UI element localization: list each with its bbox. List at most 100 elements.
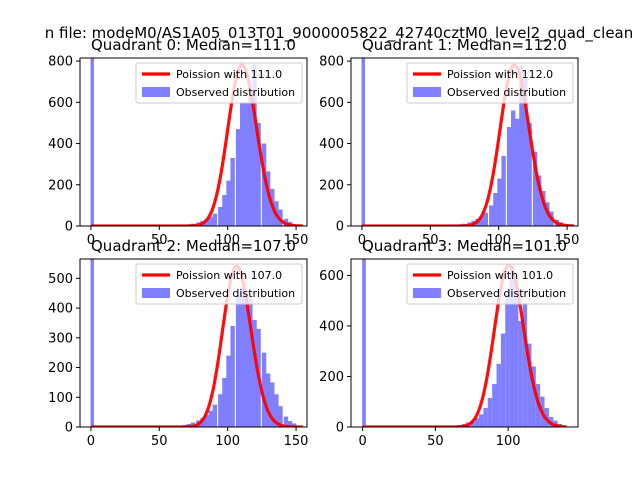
histogram-bar — [239, 102, 245, 226]
y-tick-label: 800 — [48, 55, 73, 70]
legend-poisson-label: Poission with 111.0 — [176, 68, 282, 81]
histogram-bar — [226, 180, 231, 226]
panel-title: Quadrant 1: Median=112.0 — [362, 36, 567, 54]
histogram-bar — [501, 155, 506, 226]
y-tick-label: 500 — [48, 272, 73, 287]
quadrant-2-panel: 0 50 100 150 0 100 200 300 400 500 Quadrant 2: Med… — [48, 237, 308, 449]
panel-title: Quadrant 0: Median=111.0 — [91, 36, 296, 54]
histogram-bar — [212, 404, 218, 427]
histogram-bar — [90, 259, 94, 427]
legend-observed-swatch — [142, 87, 170, 97]
histogram-bar — [531, 366, 536, 427]
y-tick-label: 600 — [48, 96, 73, 111]
legend-poisson-label: Poission with 107.0 — [176, 269, 282, 282]
histogram-bar — [218, 207, 223, 226]
y-tick-label: 400 — [48, 137, 73, 152]
quadrant-0-panel: 0 50 100 150 0 200 400 600 800 Quadrant 0: Median… — [48, 36, 308, 248]
y-tick-label: 200 — [48, 178, 73, 193]
figure-suptitle: n file: modeM0/AS1A05_013T01_9000005822_… — [45, 24, 634, 43]
poisson-curve — [90, 264, 304, 427]
histogram-bar — [479, 216, 484, 226]
legend: Poission with 101.0 Observed distribution — [406, 263, 574, 305]
legend-box — [135, 62, 303, 104]
histogram-bar — [204, 415, 209, 427]
legend-observed-swatch — [413, 288, 441, 298]
y-tick-label: 0 — [336, 220, 344, 235]
legend-box — [406, 263, 574, 305]
legend-observed-label: Observed distribution — [176, 287, 295, 300]
y-tick-label: 600 — [319, 96, 344, 111]
legend-observed-label: Observed distribution — [447, 287, 566, 300]
histogram-bar — [208, 410, 213, 427]
y-tick-label: 400 — [319, 137, 344, 152]
x-tick-label: 0 — [358, 233, 366, 248]
histogram-bar — [244, 102, 249, 226]
y-tick-label: 100 — [48, 391, 73, 406]
panel-title: Quadrant 2: Median=107.0 — [91, 237, 296, 255]
axes-frame — [350, 57, 579, 227]
legend-observed-label: Observed distribution — [176, 86, 295, 99]
histogram-bar — [212, 213, 218, 226]
legend-observed-label: Observed distribution — [447, 86, 566, 99]
histogram-bar — [513, 277, 519, 427]
quadrant-1-panel: 0 50 100 150 0 200 400 600 800 Quadrant 1: Median… — [319, 36, 579, 248]
histogram-bar — [522, 303, 528, 427]
histogram-bar — [265, 373, 271, 427]
x-tick-label: 50 — [427, 434, 444, 449]
histogram-bar — [248, 299, 253, 427]
y-tick-label: 600 — [319, 269, 344, 284]
histogram-bar — [248, 94, 253, 226]
histogram-bar — [244, 296, 249, 427]
axes-frame — [350, 258, 579, 428]
axes-frame — [79, 258, 308, 428]
histogram-bar — [287, 421, 293, 427]
histogram-bar — [496, 363, 501, 427]
histogram-bar — [265, 171, 271, 226]
histogram-bar — [239, 287, 245, 427]
histogram-bar — [230, 325, 235, 427]
legend-box — [406, 62, 574, 104]
histogram-bar — [510, 110, 516, 226]
histogram-bar — [506, 127, 512, 226]
histogram-bar — [474, 418, 480, 427]
y-tick-label: 0 — [336, 421, 344, 436]
histogram-bar — [90, 58, 94, 226]
histogram-bar — [204, 219, 209, 226]
histogram-bar — [270, 382, 275, 427]
histogram-bar — [278, 406, 283, 427]
histogram-bar — [489, 205, 494, 226]
histogram-bar — [274, 394, 279, 427]
y-tick-label: 400 — [319, 319, 344, 334]
histogram-bar — [518, 320, 523, 427]
histogram-bar — [291, 423, 297, 427]
histogram-bar — [492, 384, 497, 427]
y-tick-label: 400 — [48, 302, 73, 317]
poisson-curve — [90, 63, 304, 226]
legend: Poission with 107.0 Observed distribution — [135, 263, 303, 305]
histogram-bar — [362, 259, 366, 427]
histogram-bar — [487, 397, 493, 427]
x-tick-label: 0 — [359, 434, 367, 449]
histogram-bar — [497, 178, 502, 226]
quadrant-3-panel: 0 50 100 0 200 400 600 Quadrant 3: Median=101.0… — [319, 237, 579, 449]
histogram-bar — [361, 58, 365, 226]
histogram-bar — [222, 195, 227, 226]
histogram-bar — [519, 65, 524, 226]
legend: Poission with 112.0 Observed distribution — [406, 62, 574, 104]
y-tick-label: 200 — [319, 178, 344, 193]
histogram-bar — [226, 355, 231, 427]
plot-area — [361, 58, 575, 226]
histogram-bar — [536, 175, 542, 226]
legend-observed-swatch — [413, 87, 441, 97]
x-tick-label: 50 — [422, 233, 439, 248]
histogram-bar — [505, 290, 510, 427]
histogram-bar — [515, 118, 520, 226]
panel-title: Quadrant 3: Median=101.0 — [362, 237, 567, 255]
histogram-bar — [252, 319, 257, 427]
histogram-bar — [208, 216, 213, 226]
x-tick-label: 100 — [486, 233, 511, 248]
histogram-bar — [222, 377, 227, 427]
x-tick-label: 150 — [284, 233, 309, 248]
x-tick-label: 0 — [87, 434, 95, 449]
histogram-bar — [483, 408, 488, 427]
